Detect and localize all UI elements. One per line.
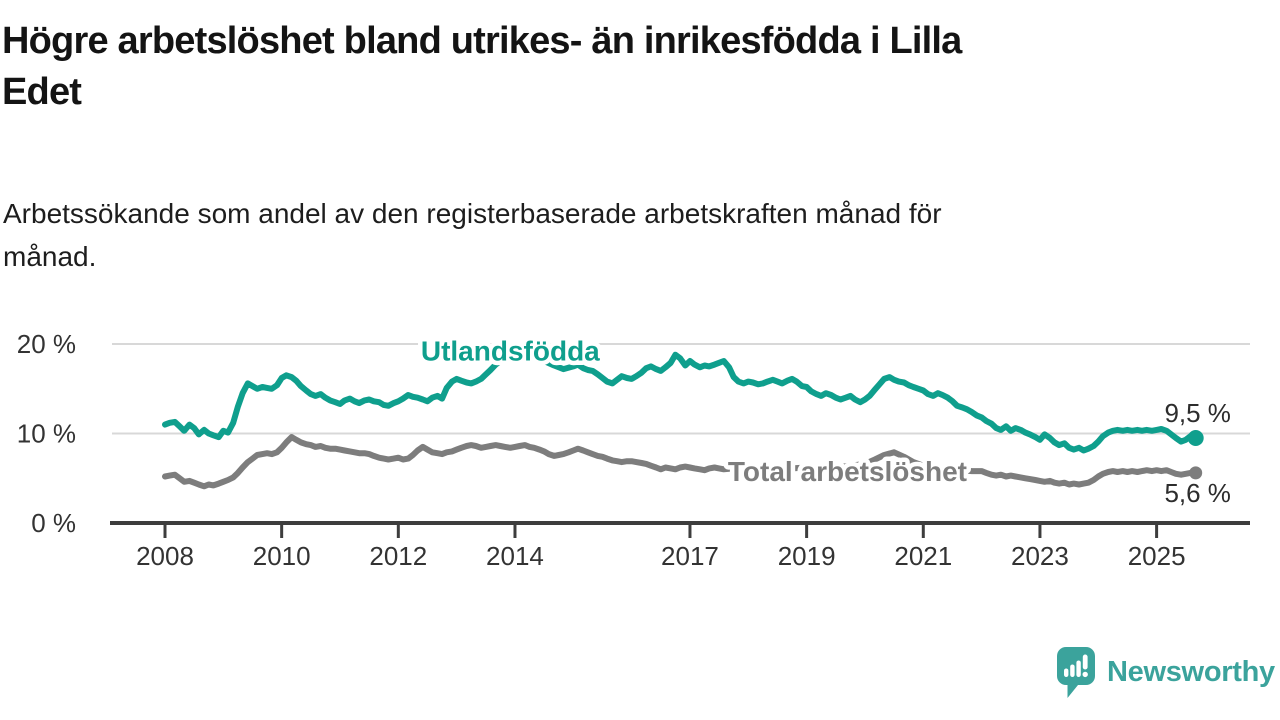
series-line-utlandsfodda (162, 351, 1199, 454)
x-tick-label-2021: 2021 (894, 541, 952, 571)
y-tick-label-0: 0 % (31, 508, 76, 538)
newsworthy-brand: Newsworthy (1056, 646, 1275, 698)
logo-bar-2 (1070, 664, 1075, 677)
subtitle-line-1: Arbetssökande som andel av den registerb… (3, 198, 942, 229)
logo-exclamation-dot (1082, 671, 1088, 677)
x-tick-label-2014: 2014 (486, 541, 544, 571)
newsworthy-logo-icon (1057, 646, 1095, 698)
page-title: Högre arbetslöshet bland utrikes- än inr… (2, 16, 1272, 118)
x-tick-label-2017: 2017 (661, 541, 719, 571)
y-tick-label-20: 20 % (17, 329, 76, 359)
logo-exclamation-bar (1082, 654, 1088, 669)
chart-subtitle: Arbetssökande som andel av den registerb… (3, 192, 1213, 278)
y-tick-label-10: 10 % (17, 419, 76, 449)
title-line-2: Edet (2, 71, 82, 113)
title-line-1: Högre arbetslöshet bland utrikes- än inr… (2, 20, 962, 62)
logo-bar-1 (1064, 668, 1069, 677)
end-value-label-utlandsfodda: 9,5 % (1164, 398, 1231, 428)
logo-bar-3 (1076, 660, 1081, 677)
series-label-utlandsfodda: Utlandsfödda (421, 335, 600, 366)
end-value-label-total: 5,6 % (1164, 478, 1231, 508)
x-tick-label-2012: 2012 (369, 541, 427, 571)
end-dot-utlandsfodda (1187, 429, 1204, 446)
series-label-total: Total arbetslöshet (728, 456, 967, 487)
logo-bubble-shape (1057, 646, 1095, 698)
x-tick-label-2008: 2008 (136, 541, 194, 571)
end-dot-total (1189, 466, 1203, 480)
subtitle-line-2: månad. (3, 241, 97, 272)
x-tick-label-2019: 2019 (778, 541, 836, 571)
series-line-total (162, 434, 1199, 490)
x-tick-label-2010: 2010 (253, 541, 311, 571)
newsworthy-wordmark: Newsworthy (1107, 655, 1275, 688)
x-tick-label-2023: 2023 (1011, 541, 1069, 571)
x-tick-label-2025: 2025 (1128, 541, 1186, 571)
